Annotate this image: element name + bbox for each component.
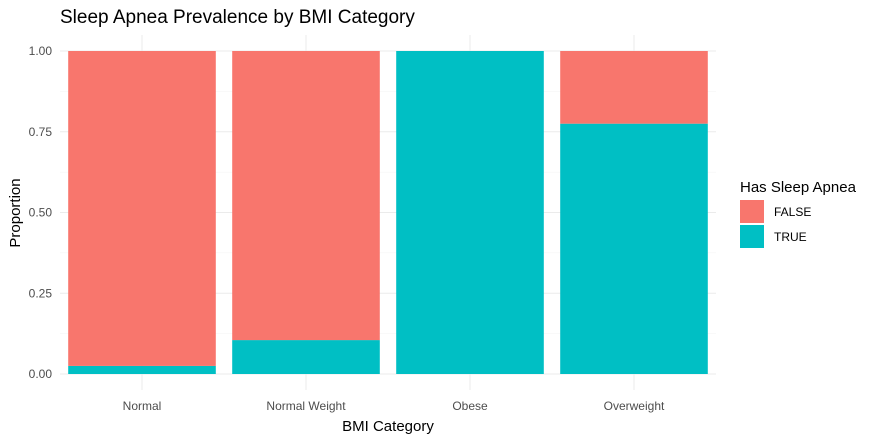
bar-false-normal	[68, 51, 216, 366]
y-tick-label: 0.75	[29, 125, 53, 139]
legend-swatch-true	[740, 225, 764, 248]
bar-true-obese	[396, 51, 544, 374]
chart-title: Sleep Apnea Prevalence by BMI Category	[60, 7, 415, 28]
legend: Has Sleep Apnea FALSE TRUE	[740, 179, 857, 248]
legend-label-true: TRUE	[774, 230, 807, 244]
legend-title: Has Sleep Apnea	[740, 179, 857, 196]
bar-true-normal-weight	[232, 340, 380, 374]
legend-swatch-false	[740, 200, 764, 223]
y-tick-label: 0.00	[29, 367, 53, 381]
x-tick-label: Normal	[123, 399, 162, 413]
bar-true-overweight	[560, 123, 708, 374]
bar-false-overweight	[560, 51, 708, 124]
y-tick-label: 1.00	[29, 44, 53, 58]
bar-true-normal	[68, 365, 216, 374]
y-tick-label: 0.50	[29, 206, 53, 220]
bar-false-normal-weight	[232, 51, 380, 341]
x-axis-ticks: Normal Normal Weight Obese Overweight	[123, 399, 665, 413]
y-axis-title: Proportion	[7, 178, 24, 247]
y-tick-label: 0.25	[29, 286, 53, 300]
x-tick-label: Obese	[452, 399, 488, 413]
y-axis-ticks: 0.00 0.25 0.50 0.75 1.00	[29, 44, 53, 381]
legend-label-false: FALSE	[774, 205, 811, 219]
bars	[68, 51, 708, 374]
x-axis-title: BMI Category	[342, 418, 434, 435]
x-tick-label: Normal Weight	[266, 399, 346, 413]
x-tick-label: Overweight	[604, 399, 665, 413]
